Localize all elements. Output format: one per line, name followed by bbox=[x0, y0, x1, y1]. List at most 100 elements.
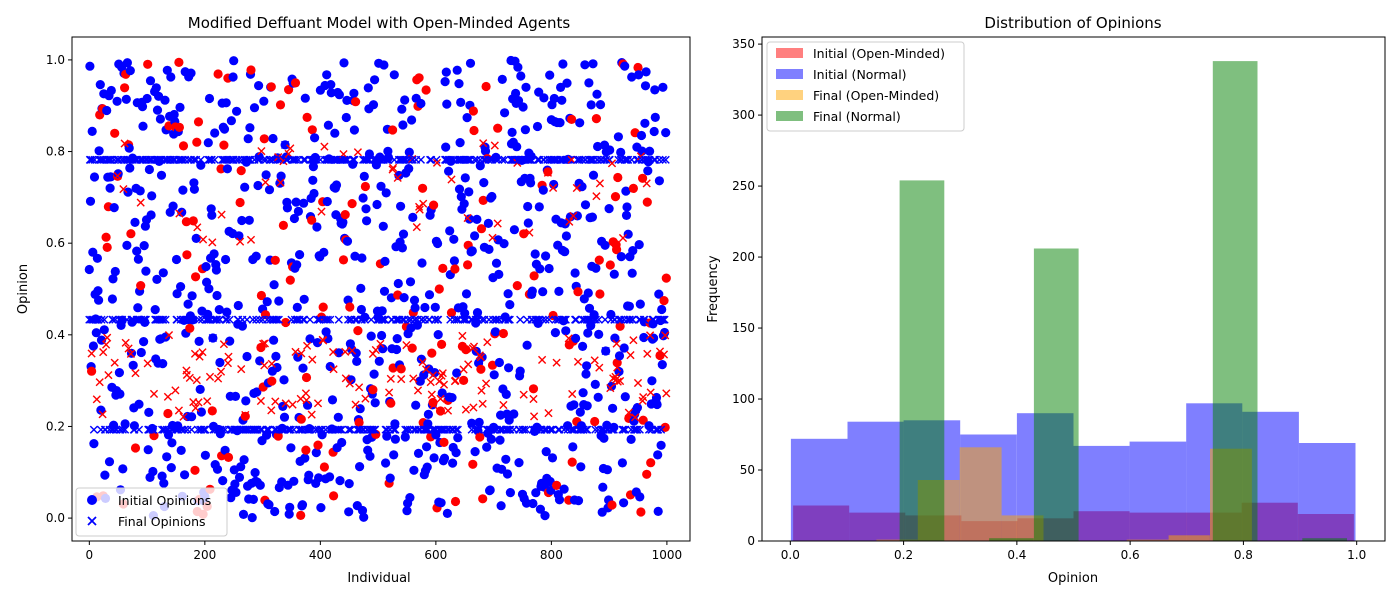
initial-opinion-point bbox=[547, 453, 558, 463]
final-opinion-point bbox=[654, 425, 663, 434]
initial-opinion-point bbox=[617, 458, 628, 468]
final-opinion-point bbox=[498, 155, 507, 164]
initial-opinion-point bbox=[133, 254, 143, 264]
final-opinion-point bbox=[586, 155, 595, 164]
initial-opinion-point bbox=[621, 210, 632, 220]
initial-opinion-point bbox=[522, 340, 532, 350]
initial-opinion-point bbox=[369, 369, 379, 379]
final-opinion-point bbox=[99, 348, 108, 357]
initial-opinion-point bbox=[529, 271, 539, 281]
initial-opinion-point bbox=[238, 509, 249, 519]
final-opinion-point bbox=[115, 315, 124, 324]
initial-opinion-point bbox=[456, 97, 466, 107]
histogram-bars bbox=[790, 61, 1356, 541]
final-opinion-point bbox=[267, 359, 276, 368]
final-opinion-point bbox=[429, 401, 438, 410]
histogram-chart: Distribution of Opinions 0.0 0.2 0.4 0.6 0.8… bbox=[706, 14, 1386, 586]
initial-opinion-point bbox=[582, 361, 592, 371]
final-opinion-point bbox=[437, 371, 446, 380]
x-tick-label: 400 bbox=[309, 548, 332, 562]
initial-opinion-point bbox=[437, 388, 447, 398]
initial-opinion-point bbox=[318, 302, 328, 312]
final-opinion-point bbox=[370, 425, 379, 434]
initial-opinion-point bbox=[600, 240, 610, 250]
final-opinion-point bbox=[608, 425, 617, 434]
initial-opinion-point bbox=[640, 118, 650, 128]
y-tick-label: 250 bbox=[732, 179, 755, 193]
initial-opinion-point bbox=[96, 405, 106, 415]
initial-opinion-point bbox=[573, 496, 584, 506]
initial-opinion-point bbox=[128, 360, 138, 370]
initial-opinion-point bbox=[349, 88, 359, 98]
initial-opinion-point bbox=[110, 266, 120, 277]
y-tick-label: 0.8 bbox=[46, 145, 65, 159]
initial-opinion-point bbox=[362, 216, 372, 226]
final-opinion-point bbox=[506, 425, 515, 434]
final-opinion-point bbox=[265, 155, 274, 164]
final-opinion-point bbox=[564, 155, 573, 164]
initial-opinion-point bbox=[607, 500, 617, 510]
initial-opinion-point bbox=[638, 173, 648, 183]
initial-opinion-point bbox=[339, 58, 349, 68]
initial-opinion-point bbox=[634, 70, 644, 80]
final-opinion-point bbox=[658, 315, 667, 324]
final-opinion-point bbox=[353, 148, 362, 157]
final-opinion-point bbox=[391, 425, 400, 434]
final-opinion-point bbox=[538, 315, 547, 324]
initial-opinion-point bbox=[535, 264, 545, 274]
initial-opinion-point bbox=[498, 328, 508, 339]
final-opinion-point bbox=[108, 315, 118, 324]
final-opinion-point bbox=[602, 155, 611, 164]
initial-opinion-point bbox=[421, 85, 431, 95]
initial-opinion-point bbox=[575, 118, 585, 128]
initial-opinion-point bbox=[491, 258, 502, 268]
initial-opinion-point bbox=[230, 479, 240, 489]
initial-opinion-point bbox=[169, 109, 179, 120]
initial-opinion-point bbox=[191, 272, 201, 282]
initial-opinion-point bbox=[341, 112, 351, 123]
initial-opinion-point bbox=[454, 184, 465, 194]
initial-opinion-point bbox=[530, 249, 540, 259]
initial-opinion-point bbox=[338, 255, 349, 265]
initial-opinion-point bbox=[135, 186, 145, 196]
initial-opinion-point bbox=[456, 192, 466, 202]
initial-opinion-point bbox=[590, 416, 600, 427]
final-opinion-point bbox=[477, 386, 486, 395]
initial-opinion-point bbox=[255, 480, 265, 490]
initial-opinion-point bbox=[470, 231, 480, 241]
initial-opinion-point bbox=[534, 202, 544, 212]
initial-opinion-point bbox=[659, 296, 669, 306]
initial-opinion-point bbox=[225, 336, 235, 346]
final-opinion-point bbox=[294, 425, 304, 434]
initial-opinion-point bbox=[428, 397, 438, 408]
initial-opinion-point bbox=[301, 372, 312, 383]
final-opinion-point bbox=[191, 403, 200, 413]
initial-opinion-point bbox=[561, 231, 572, 241]
initial-opinion-point bbox=[264, 185, 275, 195]
initial-opinion-point bbox=[162, 452, 172, 462]
final-opinion-point bbox=[639, 393, 648, 402]
final-opinion-point bbox=[633, 425, 642, 434]
initial-opinion-point bbox=[402, 506, 412, 516]
final-opinion-point bbox=[179, 412, 188, 421]
initial-opinion-point bbox=[472, 214, 482, 224]
initial-opinion-point bbox=[439, 437, 449, 447]
initial-opinion-point bbox=[487, 191, 497, 202]
initial-opinion-point bbox=[359, 512, 369, 522]
initial-opinion-point bbox=[174, 57, 184, 67]
final-opinion-point bbox=[346, 425, 356, 434]
final-opinion-point bbox=[572, 315, 581, 324]
initial-opinion-point bbox=[569, 400, 579, 410]
x-tick-label: 0.8 bbox=[1234, 548, 1253, 562]
final-opinion-point bbox=[205, 372, 215, 381]
final-opinion-point bbox=[469, 403, 478, 412]
initial-opinion-point bbox=[504, 363, 514, 373]
initial-opinion-point bbox=[316, 503, 326, 513]
initial-opinion-point bbox=[489, 370, 499, 380]
legend-initial-label: Initial Opinions bbox=[118, 493, 211, 508]
initial-opinion-point bbox=[414, 73, 424, 83]
initial-opinion-point bbox=[254, 81, 264, 91]
final-opinion-point bbox=[436, 394, 445, 403]
final-opinion-point bbox=[467, 425, 476, 434]
final-opinion-point bbox=[368, 349, 377, 358]
